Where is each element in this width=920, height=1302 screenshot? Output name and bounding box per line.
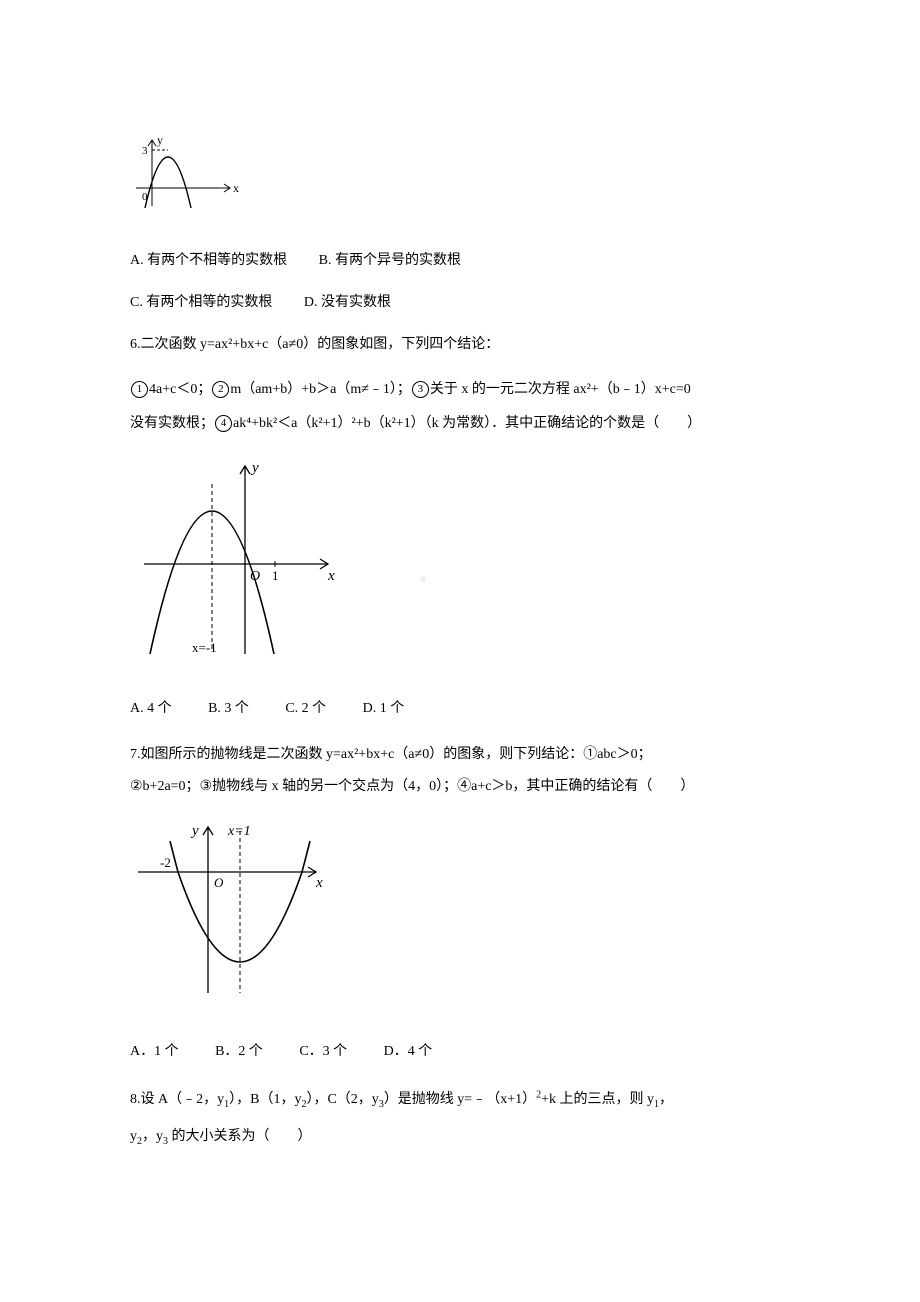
q5-option-d: D. 没有实数根: [304, 295, 391, 310]
origin-label: O: [250, 569, 260, 584]
q6-option-a: A. 4 个: [130, 701, 172, 716]
q6-parabola-svg: x y O 1 x=-1: [130, 454, 340, 664]
q7-stem-line1: 7.如图所示的抛物线是二次函数 y=ax²+bx+c（a≠0）的图象，则下列结论…: [130, 739, 790, 803]
origin-label: O: [214, 875, 224, 890]
axis-x-label: x: [327, 568, 335, 584]
q7-option-c: C．3 个: [299, 1044, 347, 1059]
q8-stem: 8.设 A（﹣2，y1），B（1，y2），C（2，y3）是抛物线 y=﹣（x+1…: [130, 1082, 790, 1155]
vline-label: x=-1: [192, 640, 217, 655]
q7-option-d: D．4 个: [384, 1044, 433, 1059]
q7-option-b: B．2 个: [215, 1044, 263, 1059]
circled-3-icon: 3: [412, 381, 429, 398]
xtick-label: 1: [272, 568, 279, 583]
circled-4-icon: 4: [215, 415, 232, 432]
q6-body: 14a+c＜0；2m（am+b）+b＞a（m≠﹣1）；3关于 x 的一元二次方程…: [130, 373, 790, 440]
q6-stem: 6.二次函数 y=ax²+bx+c（a≠0）的图象如图，下列四个结论：: [130, 331, 790, 359]
q6-option-c: C. 2 个: [285, 701, 326, 716]
circled-2-icon: 2: [212, 381, 229, 398]
q7-parabola-svg: -2 x y O x=1: [130, 817, 330, 1007]
circled-1-icon: 1: [131, 381, 148, 398]
q5-option-c: C. 有两个相等的实数根: [130, 295, 272, 310]
q7-options: A．1 个 B．2 个 C．3 个 D．4 个: [130, 1036, 790, 1068]
q6-figure: x y O 1 x=-1 ■: [130, 454, 790, 669]
q7-option-a: A．1 个: [130, 1044, 179, 1059]
q5-options-row1: A. 有两个不相等的实数根 B. 有两个异号的实数根: [130, 247, 790, 275]
ytick-label: 3: [142, 145, 148, 157]
q5-options-row2: C. 有两个相等的实数根 D. 没有实数根: [130, 289, 790, 317]
q5-parabola-svg: x y 0 3: [130, 128, 245, 218]
q5-option-b: B. 有两个异号的实数根: [319, 253, 461, 268]
q6-option-d: D. 1 个: [363, 701, 405, 716]
q5-option-a: A. 有两个不相等的实数根: [130, 253, 287, 268]
axis-y-label: y: [190, 823, 199, 839]
q6-option-b: B. 3 个: [208, 701, 249, 716]
axis-y-label: y: [157, 133, 163, 147]
origin-label: 0: [142, 191, 148, 203]
q5-figure: x y 0 3: [130, 128, 790, 223]
xtick-label: -2: [160, 855, 171, 870]
q7-figure: -2 x y O x=1: [130, 817, 790, 1012]
vline-label: x=1: [227, 824, 251, 839]
axis-x-label: x: [233, 181, 239, 195]
q6-options: A. 4 个 B. 3 个 C. 2 个 D. 1 个: [130, 693, 790, 725]
axis-x-label: x: [315, 875, 323, 891]
axis-y-label: y: [250, 460, 259, 476]
